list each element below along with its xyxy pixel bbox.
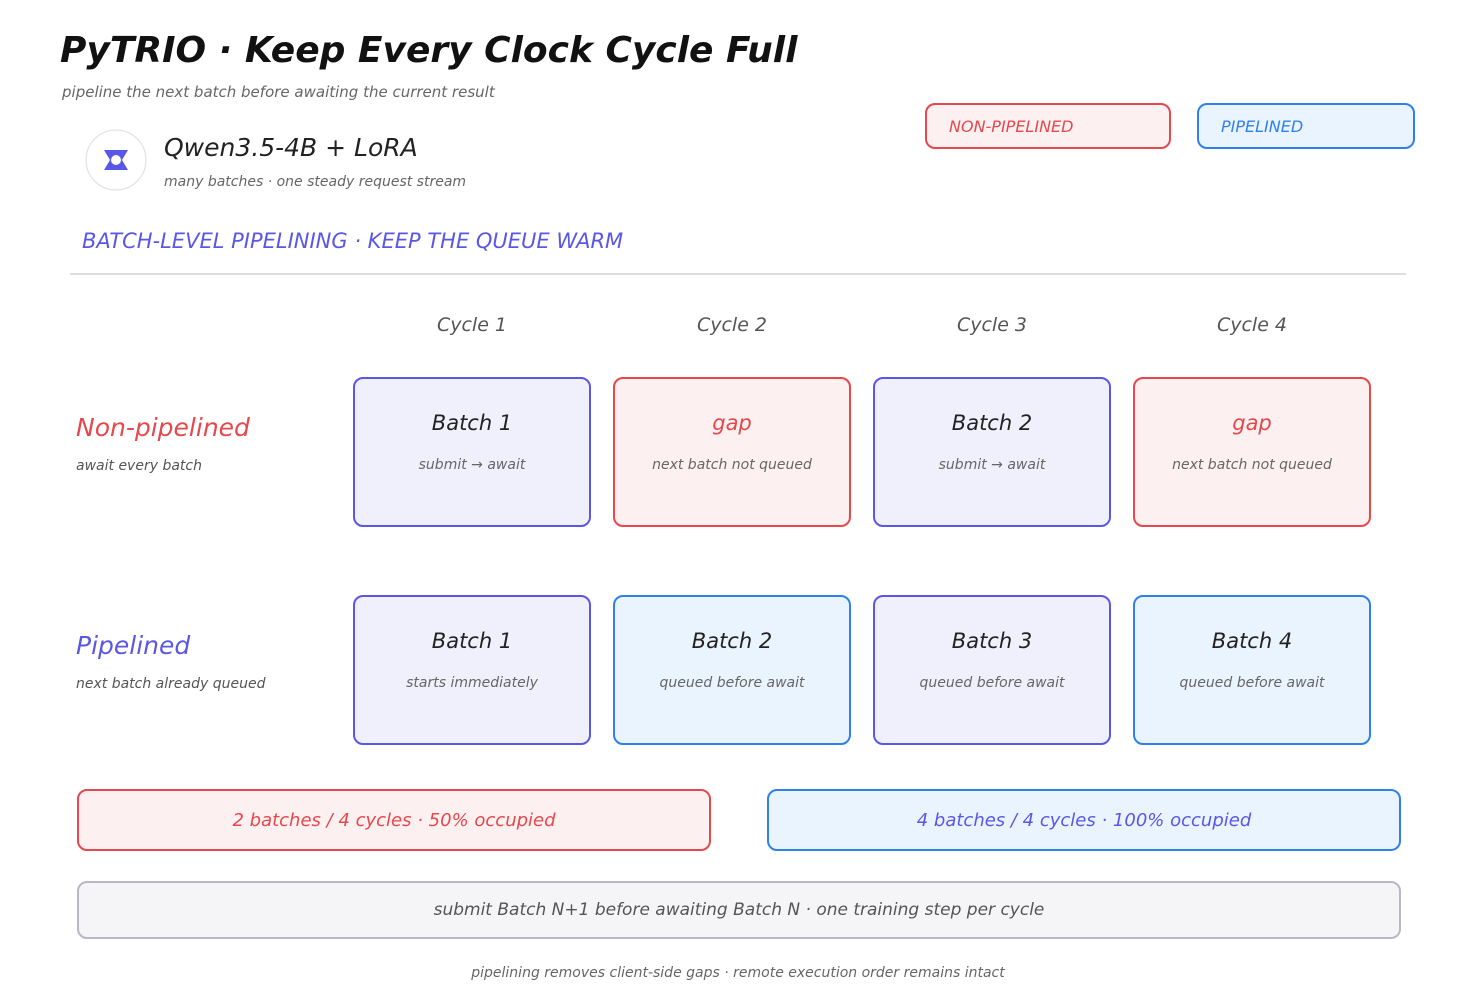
- cell: Batch 2 queued before await: [613, 595, 851, 745]
- cell-title: Batch 2: [951, 411, 1033, 435]
- cell-note: next batch not queued: [1172, 457, 1332, 473]
- cell-title: gap: [1232, 411, 1272, 435]
- logo: [85, 129, 147, 191]
- cell-note: submit → await: [418, 457, 526, 473]
- cell-title: gap: [712, 411, 752, 435]
- cycle-label: Cycle 2: [696, 314, 768, 336]
- section-title: BATCH-LEVEL PIPELINING · KEEP THE QUEUE …: [82, 229, 624, 253]
- cell-note: queued before await: [919, 675, 1065, 691]
- cell: Batch 1 submit → await: [353, 377, 591, 527]
- cell: Batch 3 queued before await: [873, 595, 1111, 745]
- legend-text: NON-PIPELINED: [949, 116, 1074, 136]
- cell: Batch 4 queued before await: [1133, 595, 1371, 745]
- cell-title: Batch 3: [951, 629, 1033, 653]
- cell: gap next batch not queued: [613, 377, 851, 527]
- divider: [70, 273, 1406, 275]
- model-name: Qwen3.5-4B + LoRA: [164, 133, 418, 162]
- cell-note: queued before await: [659, 675, 805, 691]
- row-label: Pipelined: [76, 631, 191, 660]
- subtitle: pipeline the next batch before awaiting …: [62, 83, 495, 101]
- legend-text: PIPELINED: [1221, 116, 1304, 136]
- cell-note: next batch not queued: [652, 457, 812, 473]
- row-label: Non-pipelined: [76, 413, 250, 442]
- footer: pipelining removes client-side gaps · re…: [471, 965, 1005, 981]
- summary-text: 4 batches / 4 cycles · 100% occupied: [916, 809, 1252, 831]
- cell-note: queued before await: [1179, 675, 1325, 691]
- cell: Batch 1 starts immediately: [353, 595, 591, 745]
- summary-text: 2 batches / 4 cycles · 50% occupied: [232, 809, 556, 831]
- row-note: next batch already queued: [76, 676, 266, 692]
- rule: submit Batch N+1 before awaiting Batch N…: [77, 881, 1401, 939]
- legend-item: PIPELINED: [1197, 103, 1415, 149]
- model-note: many batches · one steady request stream: [164, 174, 467, 190]
- cell-title: Batch 1: [431, 411, 513, 435]
- cell: gap next batch not queued: [1133, 377, 1371, 527]
- cycle-label: Cycle 1: [436, 314, 508, 336]
- summary: 4 batches / 4 cycles · 100% occupied: [767, 789, 1401, 851]
- cell-note: submit → await: [938, 457, 1046, 473]
- rule-text: submit Batch N+1 before awaiting Batch N…: [433, 900, 1045, 920]
- cell-title: Batch 1: [431, 629, 513, 653]
- legend-item: NON-PIPELINED: [925, 103, 1171, 149]
- cell: Batch 2 submit → await: [873, 377, 1111, 527]
- cell-title: Batch 2: [691, 629, 773, 653]
- summary: 2 batches / 4 cycles · 50% occupied: [77, 789, 711, 851]
- cycle-label: Cycle 3: [956, 314, 1028, 336]
- row-note: await every batch: [76, 458, 202, 474]
- title: PyTRIO · Keep Every Clock Cycle Full: [60, 30, 798, 71]
- cell-note: starts immediately: [406, 675, 538, 691]
- cycle-label: Cycle 4: [1216, 314, 1288, 336]
- cell-title: Batch 4: [1211, 629, 1293, 653]
